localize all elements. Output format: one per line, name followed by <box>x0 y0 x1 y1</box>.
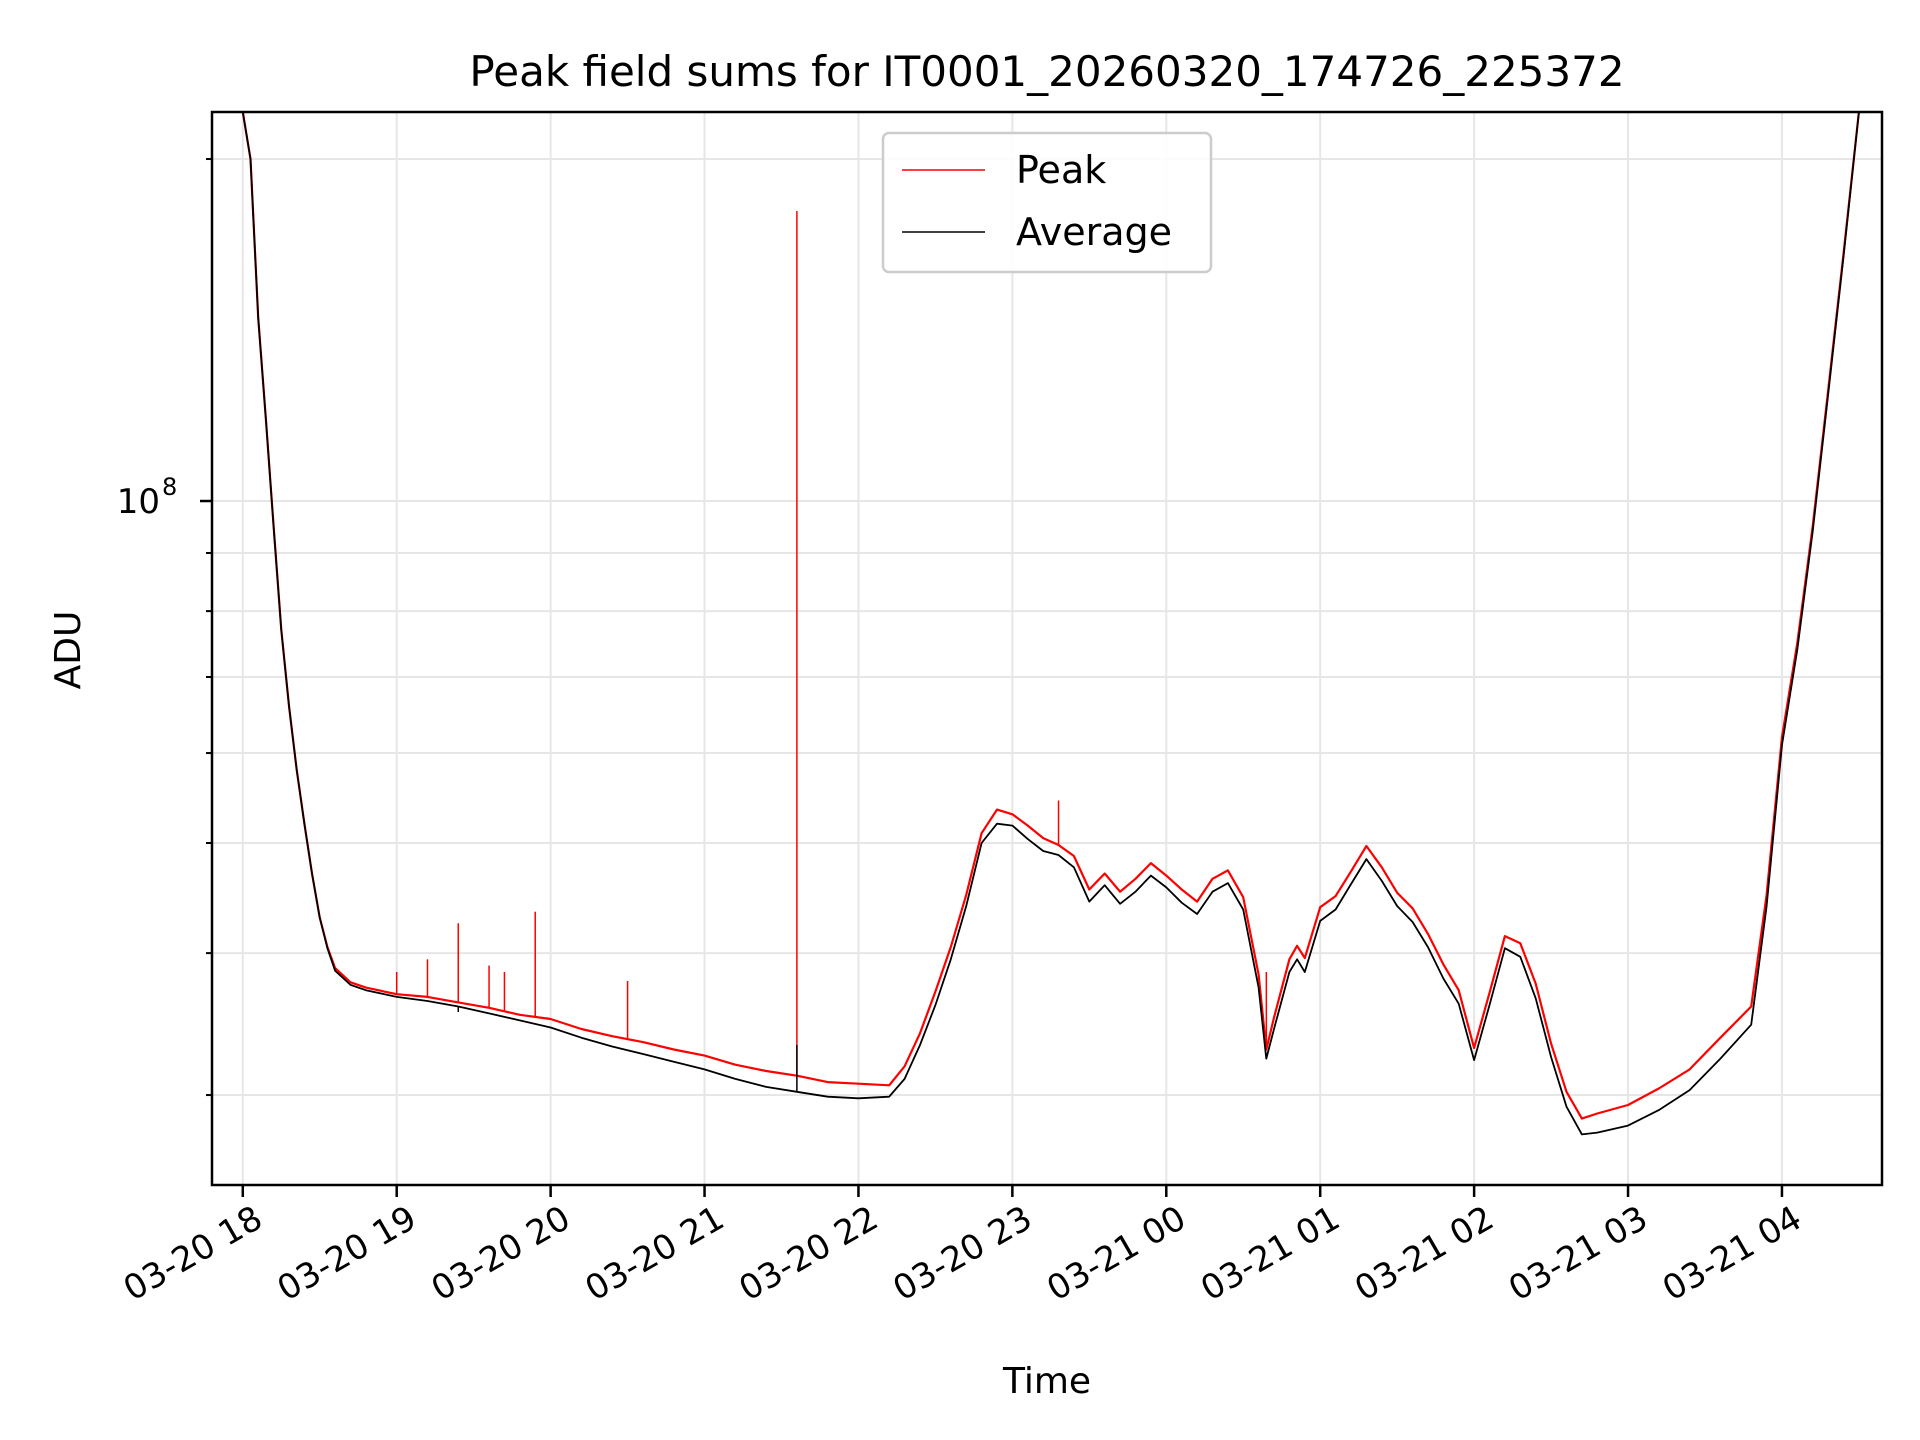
x-tick-label: 03-20 19 <box>271 1198 423 1309</box>
series-line-average <box>241 112 1860 1136</box>
x-axis: 03-20 18 03-20 19 03-20 20 03-20 21 03-20 22… <box>117 1185 1808 1309</box>
y-axis: 10 8 <box>117 158 212 1097</box>
x-tick-label: 03-21 03 <box>1502 1198 1654 1309</box>
x-tick-label: 03-20 21 <box>579 1198 731 1309</box>
x-tick-label: 03-20 23 <box>886 1198 1038 1309</box>
legend-box <box>881 131 1213 274</box>
chart-title: Peak field sums for IT0001_20260320_1747… <box>469 47 1624 96</box>
y-tick-label-exponent: 8 <box>162 473 177 501</box>
legend: Peak Average <box>881 131 1213 274</box>
x-tick-label: 03-21 02 <box>1348 1198 1500 1309</box>
x-tick-label: 03-20 20 <box>425 1198 577 1309</box>
grid-layer <box>212 112 1882 1185</box>
legend-peak-label: Peak <box>1016 148 1106 192</box>
x-tick-label: 03-20 18 <box>117 1198 269 1309</box>
series-line-peak <box>241 112 1860 1120</box>
y-axis-label: ADU <box>48 611 89 690</box>
x-tick-label: 03-21 04 <box>1656 1198 1808 1309</box>
plot-layer <box>241 112 1860 1136</box>
x-axis-label: Time <box>1002 1361 1091 1402</box>
plot-frame <box>210 110 1884 1187</box>
x-tick-label: 03-21 01 <box>1194 1198 1346 1309</box>
x-tick-label: 03-20 22 <box>733 1198 885 1309</box>
legend-average-label: Average <box>1016 210 1172 254</box>
y-tick-label: 10 <box>117 482 160 522</box>
x-tick-label: 03-21 00 <box>1040 1198 1192 1309</box>
